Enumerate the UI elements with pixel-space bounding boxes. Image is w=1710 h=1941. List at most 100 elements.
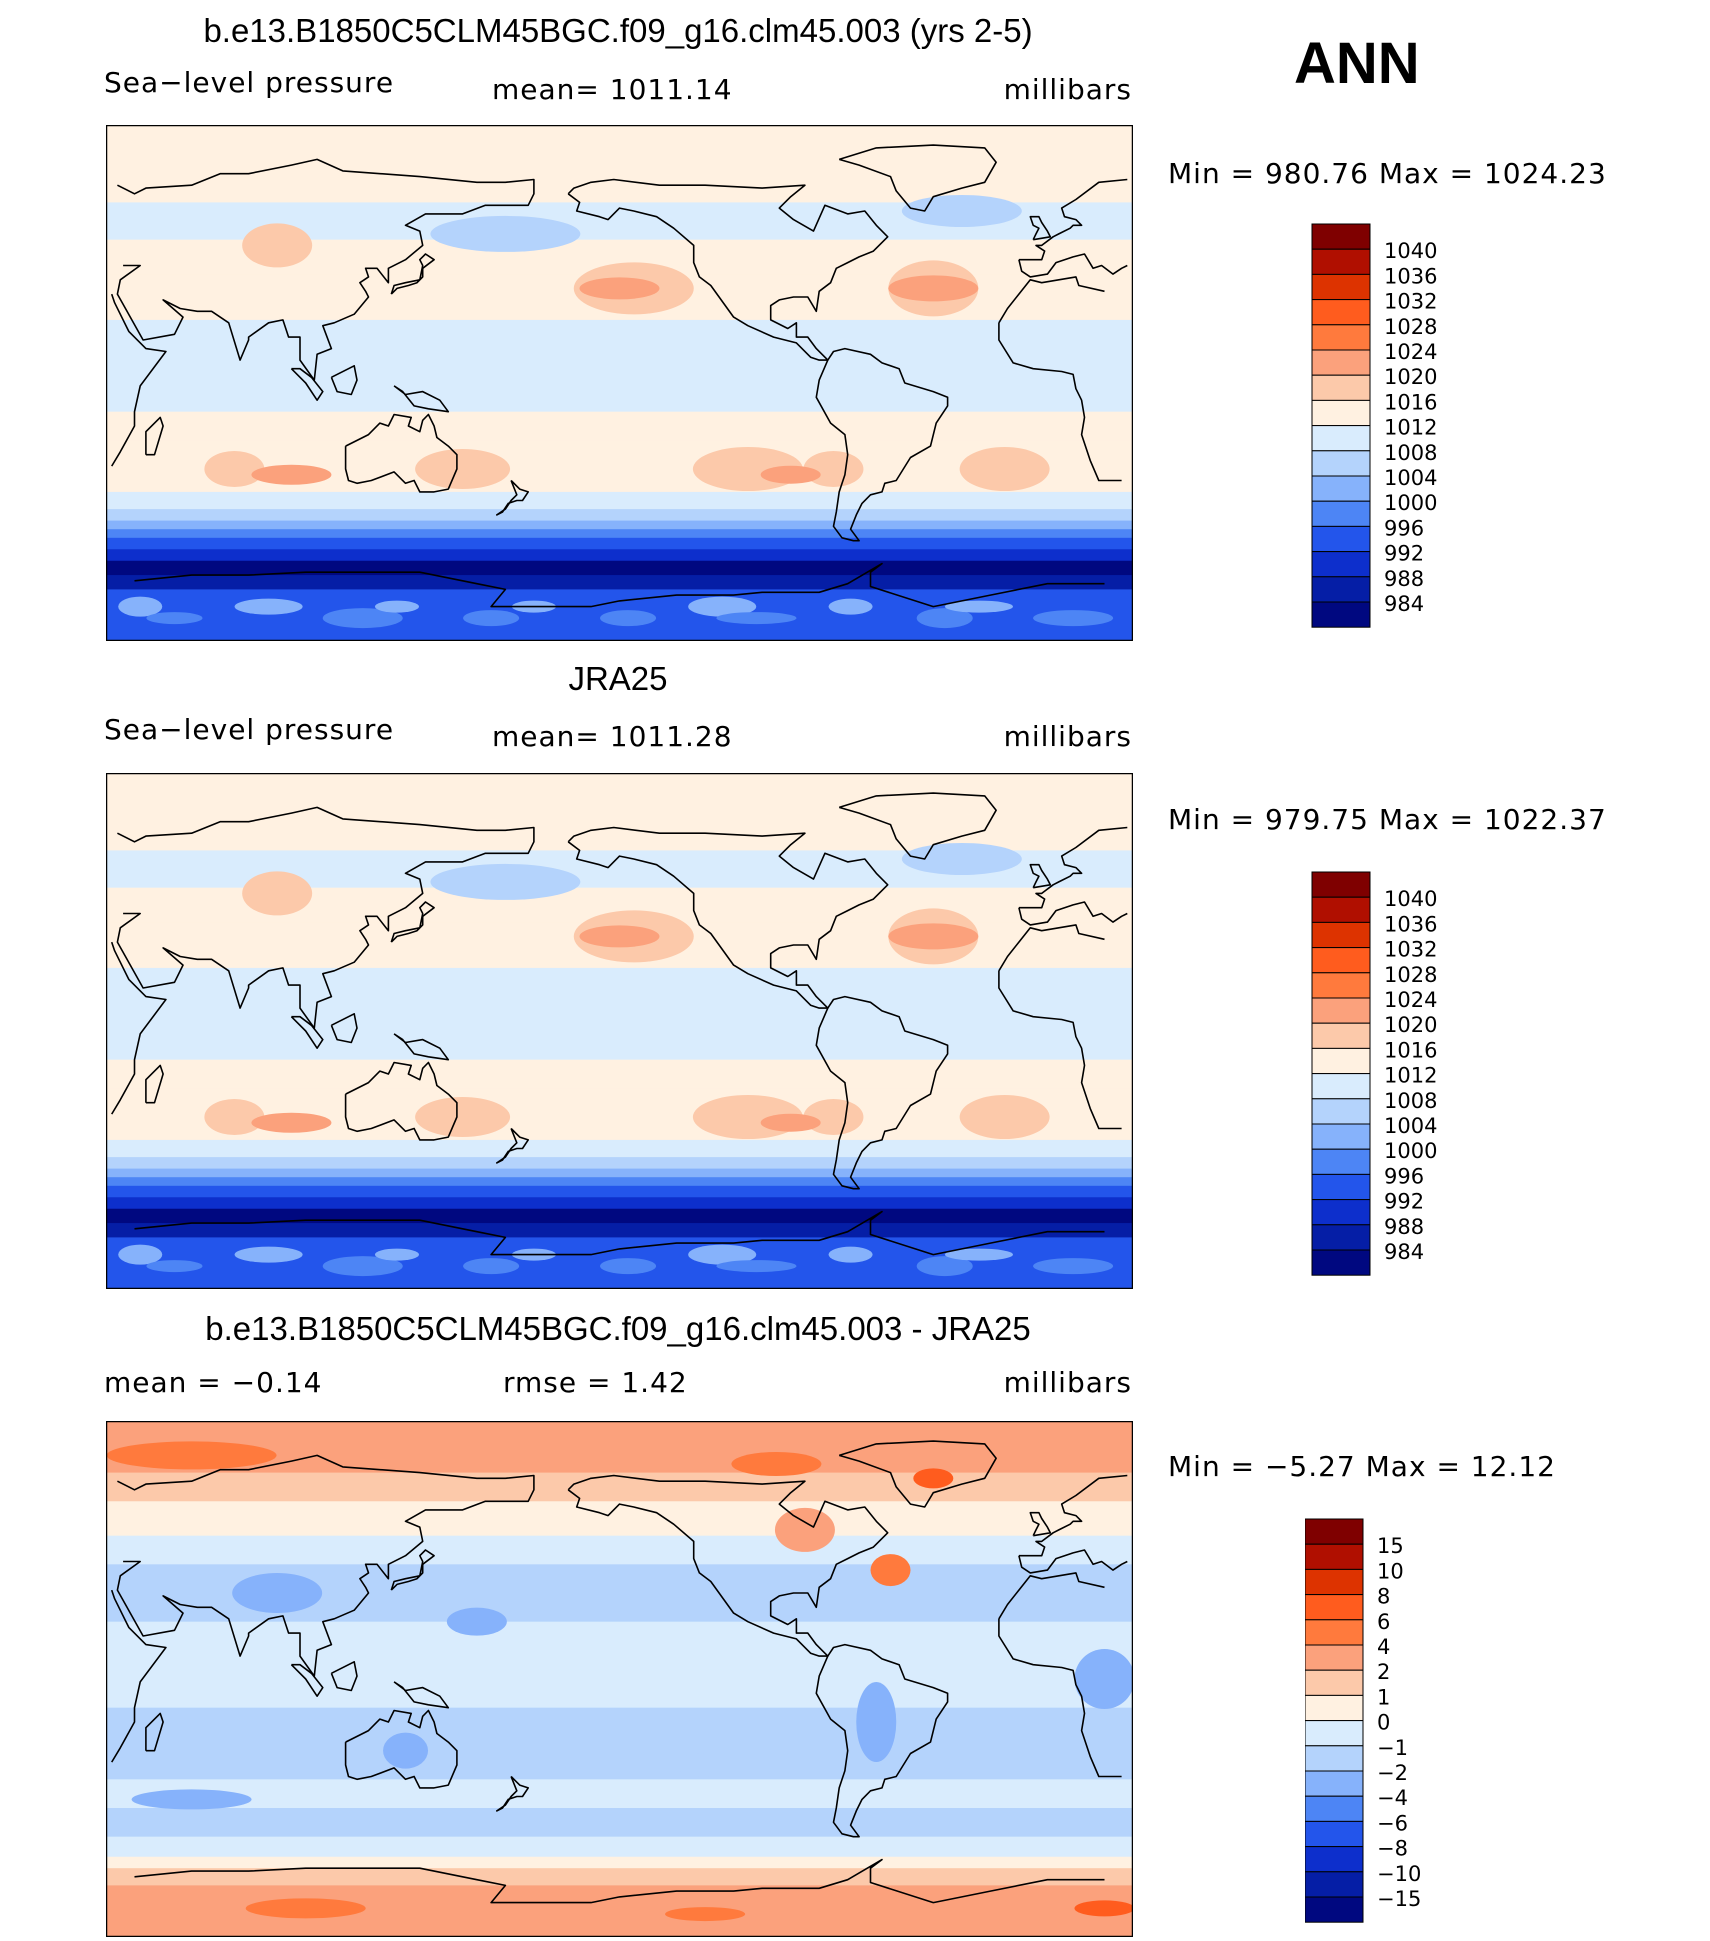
legend-label: 10: [1377, 1559, 1404, 1583]
legend-swatch: [1311, 997, 1371, 1024]
legend-swatch: [1311, 450, 1371, 477]
coastline: [1029, 863, 1052, 889]
legend-swatch: [1305, 1594, 1364, 1621]
legend-label: 1016: [1384, 390, 1437, 414]
coastline: [496, 1775, 529, 1812]
coastline: [110, 276, 1122, 482]
contour-blob: [118, 596, 163, 617]
legend-swatch: [1311, 1047, 1371, 1075]
legend-swatch: [1311, 1148, 1371, 1175]
pressure-high: [242, 223, 313, 268]
legend-swatch: [1305, 1619, 1364, 1646]
legend-swatch: [1311, 425, 1371, 452]
legend-label: −1: [1377, 1736, 1408, 1760]
legend-label: 2: [1377, 1660, 1390, 1684]
season-label: ANN: [1294, 31, 1420, 96]
contour-blob: [944, 600, 1013, 613]
coastline: [567, 1474, 889, 1657]
legend-label: 1004: [1384, 1114, 1437, 1138]
legend-label: 1028: [1384, 963, 1437, 987]
legend-label: 1040: [1384, 239, 1437, 263]
panel-2-title: JRA25: [568, 660, 668, 697]
legend-label: 1036: [1384, 912, 1437, 936]
coastline: [1029, 1511, 1052, 1537]
coastline: [290, 1015, 324, 1049]
contour-blob: [944, 1248, 1013, 1261]
contour-blob: [1033, 610, 1114, 627]
contour-blob: [146, 1260, 203, 1273]
contour-blob: [716, 612, 797, 625]
contour-blob: [146, 612, 203, 625]
pressure-core: [888, 923, 979, 950]
panel-2-variable-label: Sea−level pressure: [104, 713, 395, 746]
contour-blob: [234, 598, 303, 615]
coastline: [344, 1709, 458, 1789]
coastline: [496, 479, 529, 516]
legend-label: 0: [1377, 1711, 1390, 1735]
legend-swatch: [1311, 1123, 1371, 1150]
legend-label: 984: [1384, 1240, 1424, 1264]
map-panel-3: [106, 1421, 1133, 1937]
legend-label: 1036: [1384, 264, 1437, 288]
legend-swatch: [1305, 1820, 1364, 1848]
coastline: [567, 826, 889, 1009]
legend-label: 1024: [1384, 988, 1437, 1012]
coastline: [815, 995, 949, 1190]
contour-band: [106, 1208, 1133, 1224]
pressure-high: [204, 451, 265, 487]
legend-label: 1020: [1384, 365, 1437, 389]
legend-panel-2: 1040103610321028102410201016101210081004…: [1311, 871, 1437, 1276]
coastline: [815, 1643, 949, 1838]
contour-band: [106, 1139, 1133, 1158]
anomaly-negative: [232, 1573, 323, 1613]
anomaly-positive: [731, 1452, 822, 1476]
pressure-core: [760, 465, 821, 484]
legend-label: 1032: [1384, 938, 1437, 962]
panel-2-units: millibars: [1003, 720, 1132, 753]
contour-band: [106, 411, 1133, 441]
pressure-core: [251, 464, 332, 485]
anomaly-negative: [675, 1753, 736, 1777]
anomaly-positive: [774, 1507, 835, 1552]
legend-label: −15: [1377, 1887, 1421, 1911]
coastline: [134, 562, 1105, 608]
legend-label: 1008: [1384, 1089, 1437, 1113]
legend-label: −6: [1377, 1811, 1408, 1835]
contour-blob: [374, 1248, 419, 1261]
legend-label: 1008: [1384, 441, 1437, 465]
contour-blob: [688, 596, 757, 617]
legend-swatch: [1305, 1745, 1364, 1772]
legend-label: 996: [1384, 1164, 1424, 1188]
legend-swatch: [1305, 1720, 1364, 1747]
pressure-high: [415, 1097, 511, 1137]
legend-swatch: [1311, 1173, 1371, 1201]
legend-swatch: [1305, 1871, 1364, 1898]
anomaly-positive: [245, 1898, 366, 1919]
pressure-high: [415, 449, 511, 489]
contour-band: [106, 1223, 1133, 1238]
pressure-core: [888, 275, 979, 302]
contour-band: [106, 549, 1133, 562]
legend-swatch: [1311, 1199, 1371, 1226]
legend-swatch: [1305, 1543, 1364, 1570]
coastline: [567, 178, 889, 361]
contour-band: [106, 967, 1133, 1061]
legend-label: 6: [1377, 1610, 1390, 1634]
panel-1-units: millibars: [1003, 73, 1132, 106]
coastline: [290, 1663, 324, 1697]
anomaly-positive: [913, 1468, 954, 1489]
contour-band: [106, 491, 1133, 510]
coastline: [496, 1127, 529, 1164]
contour-band: [106, 1168, 1133, 1178]
contour-band: [106, 1185, 1133, 1198]
legend-label: 1024: [1384, 340, 1437, 364]
legend-swatch: [1305, 1669, 1364, 1696]
anomaly-negative: [1074, 1649, 1133, 1709]
contour-blob: [716, 1260, 797, 1273]
contour-band: [106, 1421, 1133, 1474]
coastline: [116, 1454, 1128, 1677]
contour-band: [106, 1856, 1133, 1869]
contour-band: [106, 575, 1133, 590]
contour-band: [106, 1535, 1133, 1565]
coastline: [116, 806, 1128, 1029]
